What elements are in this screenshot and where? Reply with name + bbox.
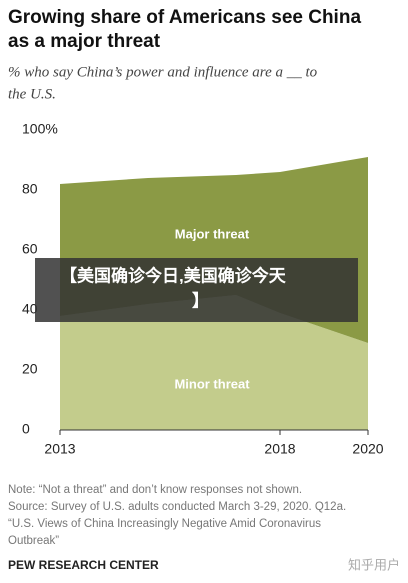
- area: [60, 295, 368, 430]
- chart-subtitle: % who say China’s power and influence ar…: [8, 64, 318, 80]
- y-tick-label: 0: [22, 421, 30, 437]
- y-tick-label: 60: [22, 241, 38, 257]
- chart-subtitle: the U.S.: [8, 86, 56, 102]
- watermark: 知乎用户: [348, 557, 400, 572]
- chart-title: as a major threat: [8, 31, 161, 52]
- source-org: PEW RESEARCH CENTER: [8, 558, 159, 572]
- x-tick-label: 2018: [264, 441, 295, 457]
- note: Source: Survey of U.S. adults conducted …: [8, 501, 346, 513]
- chart-title: Growing share of Americans see China: [8, 7, 361, 28]
- overlay-caption: 】: [192, 290, 209, 310]
- overlay-banner: [35, 258, 358, 322]
- note: “U.S. Views of China Increasingly Negati…: [8, 518, 321, 530]
- series-label: Minor threat: [174, 376, 250, 391]
- x-tick-label: 2013: [44, 441, 75, 457]
- y-tick-label: 40: [22, 301, 38, 317]
- x-tick-label: 2020: [352, 441, 383, 457]
- y-tick-label: 100%: [22, 121, 58, 137]
- y-tick-label: 80: [22, 181, 38, 197]
- overlay-caption: 【美国确诊今日,美国确诊今天: [60, 265, 287, 285]
- note: Note: “Not a threat” and don’t know resp…: [8, 484, 302, 496]
- note: Outbreak”: [8, 535, 59, 547]
- series-label: Major threat: [175, 226, 250, 241]
- y-tick-label: 20: [22, 361, 38, 377]
